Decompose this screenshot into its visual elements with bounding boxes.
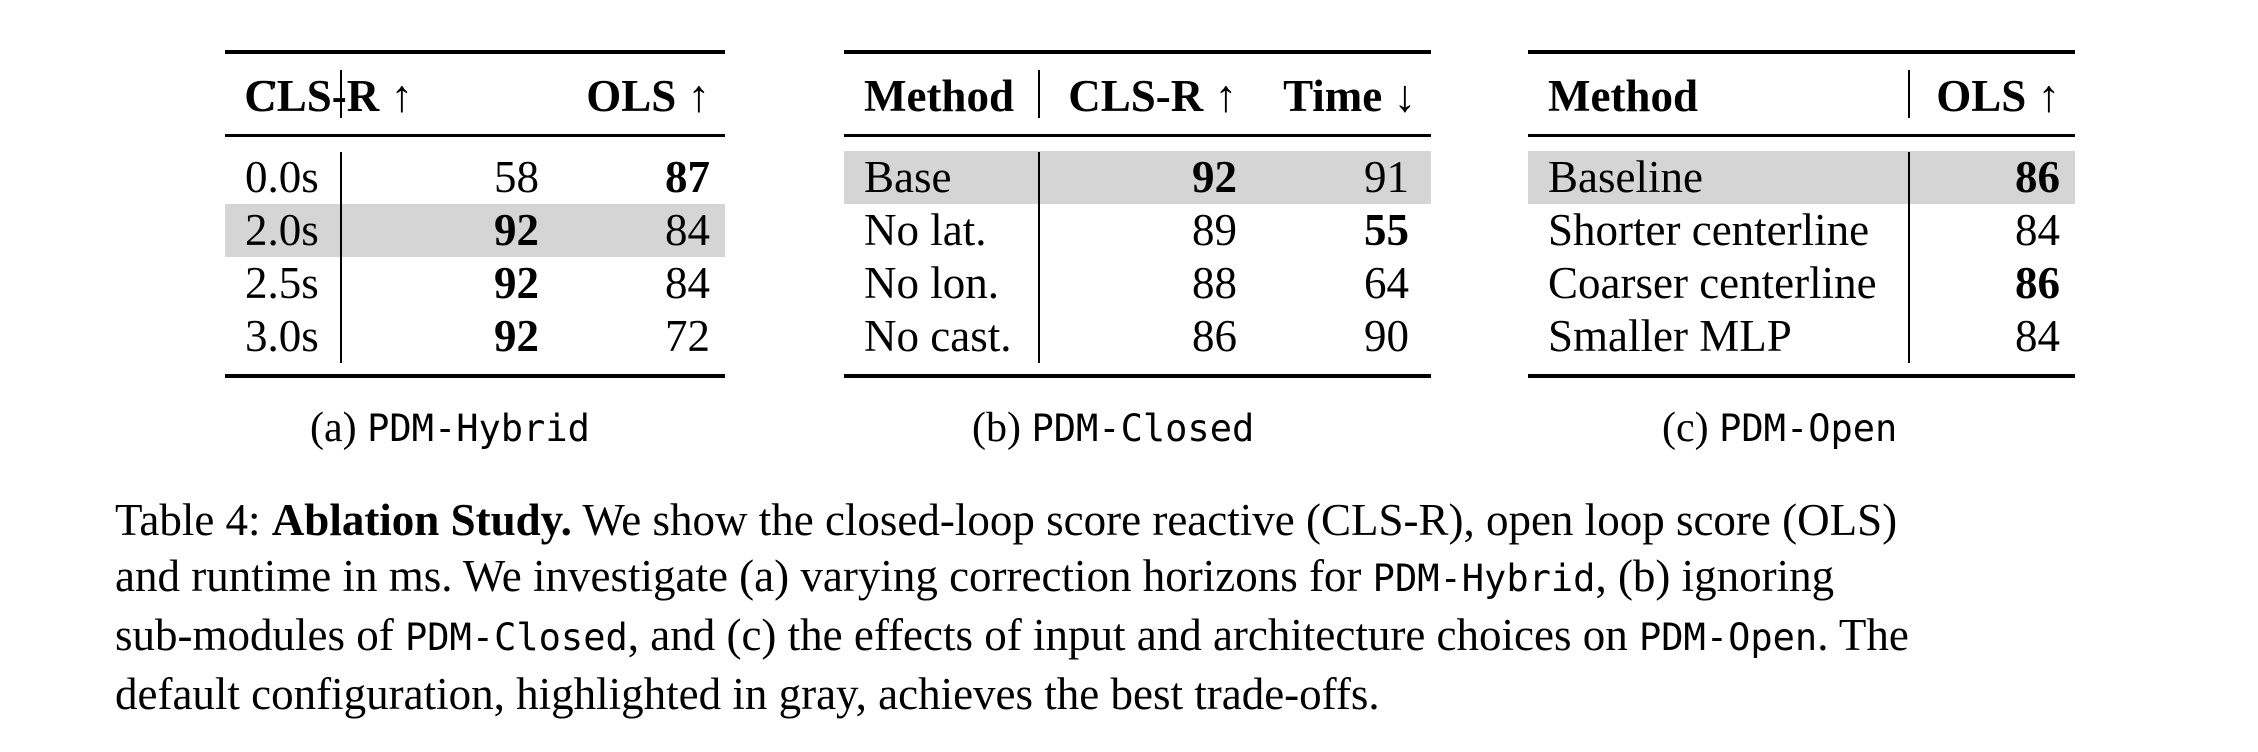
table-c-method: Coarser centerline <box>1548 258 1877 308</box>
table-b-header: Method CLS-R ↑ Time ↓ <box>844 54 1431 137</box>
table-a-header-c: C <box>245 71 276 121</box>
table-c-header: Method OLS ↑ <box>1528 54 2075 137</box>
table-c-method: Shorter centerline <box>1548 205 1870 255</box>
table-a-clsr: 58 <box>494 152 539 202</box>
table-c-ols: 84 <box>2015 205 2060 255</box>
caption-line-2: and runtime in ms. We investigate (a) va… <box>115 548 2155 607</box>
table-c: Method OLS ↑ Baseline 86 Shorter centerl… <box>1528 50 2075 378</box>
caption-code: PDM-Closed <box>404 616 628 659</box>
table-b-clsr: 92 <box>1192 152 1237 202</box>
caption-line-1-text: We show the closed-loop score reactive (… <box>582 495 1898 545</box>
table-a-clsr: 92 <box>494 311 539 361</box>
table-b-method: Base <box>864 152 952 202</box>
column-divider <box>1038 152 1040 363</box>
table-row: No lon. 88 64 <box>844 257 1431 310</box>
caption-line-4: default configuration, highlighted in gr… <box>115 666 2155 722</box>
table-a-header-clsr: CLS-R ↑ <box>244 71 413 121</box>
table-a-caption-prefix: (a) <box>310 405 357 451</box>
table-b-header-time: Time ↓ <box>1283 71 1416 121</box>
table-b-clsr: 89 <box>1192 205 1237 255</box>
table-a-header-ols: OLS ↑ <box>586 71 710 121</box>
caption-text: . The <box>1817 610 1909 660</box>
table-b-time: 55 <box>1364 205 1409 255</box>
table-b-method: No lon. <box>864 258 999 308</box>
table-a-ols: 72 <box>665 311 710 361</box>
table-caption: Table 4: Ablation Study. We show the clo… <box>115 492 2155 722</box>
table-a-ols: 84 <box>665 205 710 255</box>
caption-line-1: Table 4: Ablation Study. We show the clo… <box>115 492 2155 548</box>
table-row: No cast. 86 90 <box>844 310 1431 363</box>
table-a-caption: (a) PDM-Hybrid <box>310 404 590 452</box>
caption-title: Ablation Study. <box>271 495 572 545</box>
column-divider <box>1038 70 1040 118</box>
table-a-clsr: 92 <box>494 205 539 255</box>
table-row: 0.0s 58 87 <box>225 151 725 204</box>
caption-code: PDM-Hybrid <box>1372 557 1596 600</box>
caption-text: and runtime in ms. We investigate (a) va… <box>115 551 1373 601</box>
table-c-caption-name: PDM-Open <box>1719 407 1898 450</box>
table-a-ols: 84 <box>665 258 710 308</box>
table-b-time: 91 <box>1364 152 1409 202</box>
table-b-caption: (b) PDM-Closed <box>972 404 1254 452</box>
table-row-highlighted: Base 92 91 <box>844 151 1431 204</box>
table-b-time: 64 <box>1364 258 1409 308</box>
table-b-method: No lat. <box>864 205 987 255</box>
table-row-highlighted: Baseline 86 <box>1528 151 2075 204</box>
table-c-ols: 84 <box>2015 311 2060 361</box>
table-row: Smaller MLP 84 <box>1528 310 2075 363</box>
table-a-c: 2.5s <box>245 258 319 308</box>
table-b-method: No cast. <box>864 311 1012 361</box>
table-a-header: C CLS-R ↑ OLS ↑ <box>225 54 725 137</box>
table-b-caption-name: PDM-Closed <box>1031 407 1255 450</box>
table-row: 2.5s 92 84 <box>225 257 725 310</box>
caption-code: PDM-Open <box>1638 616 1818 659</box>
table-a-caption-name: PDM-Hybrid <box>367 407 590 450</box>
table-b-caption-prefix: (b) <box>972 405 1021 451</box>
caption-text: , and (c) the effects of input and archi… <box>627 610 1639 660</box>
table-a: C CLS-R ↑ OLS ↑ 0.0s 58 87 2.0s 92 84 2.… <box>225 50 725 378</box>
table-row: Coarser centerline 86 <box>1528 257 2075 310</box>
table-b-header-clsr: CLS-R ↑ <box>1068 71 1237 121</box>
table-c-ols: 86 <box>2015 258 2060 308</box>
caption-line-3: sub-modules of PDM-Closed, and (c) the e… <box>115 607 2155 666</box>
table-a-c: 2.0s <box>245 205 319 255</box>
table-a-c: 3.0s <box>245 311 319 361</box>
table-c-ols: 86 <box>2015 152 2060 202</box>
column-divider <box>340 70 342 118</box>
table-a-ols: 87 <box>665 152 710 202</box>
table-c-caption-prefix: (c) <box>1662 405 1709 451</box>
table-b-header-method: Method <box>864 71 1014 121</box>
table-b-clsr: 86 <box>1192 311 1237 361</box>
table-c-header-method: Method <box>1548 71 1698 121</box>
table-c-header-ols: OLS ↑ <box>1936 71 2060 121</box>
caption-text: , (b) ignoring <box>1595 551 1835 601</box>
column-divider <box>340 152 342 363</box>
column-divider <box>1908 152 1910 363</box>
table-a-c: 0.0s <box>245 152 319 202</box>
caption-text: default configuration, highlighted in gr… <box>115 669 1380 719</box>
table-c-method: Baseline <box>1548 152 1703 202</box>
caption-text: sub-modules of <box>115 610 405 660</box>
table-row: No lat. 89 55 <box>844 204 1431 257</box>
column-divider <box>1908 70 1910 118</box>
table-c-caption: (c) PDM-Open <box>1662 404 1897 452</box>
table-row: Shorter centerline 84 <box>1528 204 2075 257</box>
table-a-clsr: 92 <box>494 258 539 308</box>
table-row: 3.0s 92 72 <box>225 310 725 363</box>
table-row-highlighted: 2.0s 92 84 <box>225 204 725 257</box>
table-c-method: Smaller MLP <box>1548 311 1792 361</box>
table-b: Method CLS-R ↑ Time ↓ Base 92 91 No lat.… <box>844 50 1431 378</box>
table-b-time: 90 <box>1364 311 1409 361</box>
caption-label: Table 4: <box>115 495 261 545</box>
table-b-clsr: 88 <box>1192 258 1237 308</box>
